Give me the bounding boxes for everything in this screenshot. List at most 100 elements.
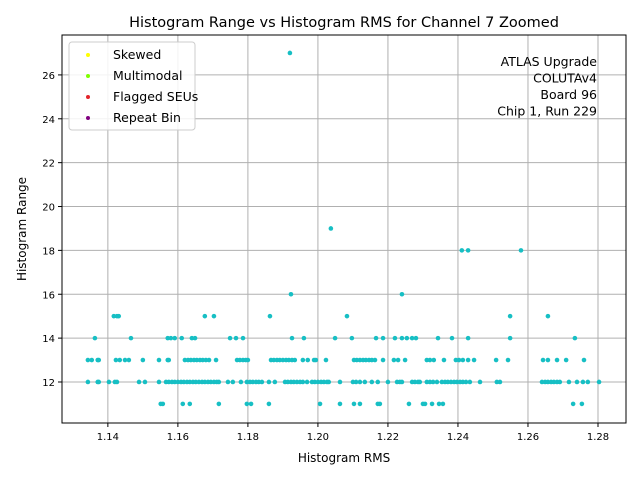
- legend: Skewed Multimodal Flagged SEUs Repeat Bin: [68, 41, 198, 131]
- data-point: [357, 379, 363, 385]
- data-point: [294, 379, 300, 385]
- data-point: [136, 379, 142, 385]
- data-point: [321, 379, 327, 385]
- y-tick-label: 12: [42, 378, 55, 389]
- data-point: [441, 357, 447, 363]
- data-point: [413, 335, 419, 341]
- data-points: [85, 50, 602, 407]
- data-point: [301, 335, 307, 341]
- data-point: [372, 357, 378, 363]
- data-point: [494, 379, 500, 385]
- data-point: [337, 379, 343, 385]
- data-point: [465, 335, 471, 341]
- data-point: [267, 313, 273, 319]
- data-point: [574, 379, 580, 385]
- y-tick-label: 20: [42, 203, 55, 214]
- data-point: [507, 313, 513, 319]
- data-point: [272, 379, 278, 385]
- data-point: [463, 379, 469, 385]
- y-tick-label: 24: [42, 115, 55, 126]
- data-point: [312, 379, 318, 385]
- data-point: [248, 401, 254, 407]
- data-point: [213, 357, 219, 363]
- data-point: [436, 401, 442, 407]
- data-point: [505, 357, 511, 363]
- data-point: [429, 401, 435, 407]
- y-tick-label: 14: [42, 334, 55, 345]
- data-point: [395, 357, 401, 363]
- data-point: [128, 335, 134, 341]
- data-point: [117, 357, 123, 363]
- data-point: [570, 401, 576, 407]
- data-point: [493, 357, 499, 363]
- data-point: [165, 335, 171, 341]
- data-point: [286, 357, 292, 363]
- data-point: [369, 379, 375, 385]
- data-point: [328, 226, 334, 231]
- data-point: [202, 379, 208, 385]
- legend-marker: [86, 74, 90, 78]
- y-axis: 12 14 16 18 20 22 24 26: [42, 71, 62, 389]
- chart-title: Histogram Range vs Histogram RMS for Cha…: [129, 15, 559, 31]
- data-point: [596, 379, 602, 385]
- x-tick-label: 1.28: [587, 432, 609, 443]
- data-point: [189, 335, 195, 341]
- data-point: [208, 379, 214, 385]
- data-point: [539, 379, 545, 385]
- data-point: [439, 379, 445, 385]
- data-point: [369, 357, 375, 363]
- data-point: [434, 379, 440, 385]
- data-point: [300, 379, 306, 385]
- data-point: [256, 379, 262, 385]
- data-point: [459, 248, 465, 253]
- data-point: [353, 379, 359, 385]
- data-point: [399, 291, 405, 297]
- x-tick-label: 1.14: [97, 432, 119, 443]
- data-point: [417, 379, 423, 385]
- data-point: [402, 357, 408, 363]
- data-point: [250, 379, 256, 385]
- data-point: [545, 379, 551, 385]
- data-point: [373, 335, 379, 341]
- data-point: [427, 357, 433, 363]
- data-point: [344, 313, 350, 319]
- y-tick-label: 18: [42, 246, 55, 257]
- data-point: [460, 357, 466, 363]
- data-point: [216, 401, 222, 407]
- x-tick-label: 1.20: [307, 432, 329, 443]
- data-point: [156, 379, 162, 385]
- data-point: [454, 379, 460, 385]
- data-point: [106, 379, 112, 385]
- data-point: [566, 379, 572, 385]
- data-point: [363, 357, 369, 363]
- data-point: [142, 379, 148, 385]
- data-point: [507, 335, 513, 341]
- data-point: [430, 379, 436, 385]
- data-point: [377, 401, 383, 407]
- data-point: [315, 379, 321, 385]
- data-point: [412, 379, 418, 385]
- data-point: [580, 379, 586, 385]
- data-point: [89, 357, 95, 363]
- data-point: [245, 357, 251, 363]
- data-point: [399, 379, 405, 385]
- data-point: [422, 401, 428, 407]
- data-point: [313, 357, 319, 363]
- data-point: [291, 379, 297, 385]
- data-point: [332, 335, 338, 341]
- data-point: [445, 379, 451, 385]
- data-point: [392, 335, 398, 341]
- x-axis: 1.14 1.16 1.18 1.20 1.22 1.24 1.26 1.28: [97, 423, 609, 443]
- annotation-line: Chip 1, Run 229: [497, 104, 597, 119]
- data-point: [225, 379, 231, 385]
- annotation-line: Board 96: [540, 87, 597, 102]
- data-point: [449, 335, 455, 341]
- y-tick-label: 22: [42, 159, 55, 170]
- data-point: [288, 291, 294, 297]
- grid: [62, 35, 626, 423]
- data-point: [357, 401, 363, 407]
- x-tick-label: 1.26: [517, 432, 539, 443]
- data-point: [409, 335, 415, 341]
